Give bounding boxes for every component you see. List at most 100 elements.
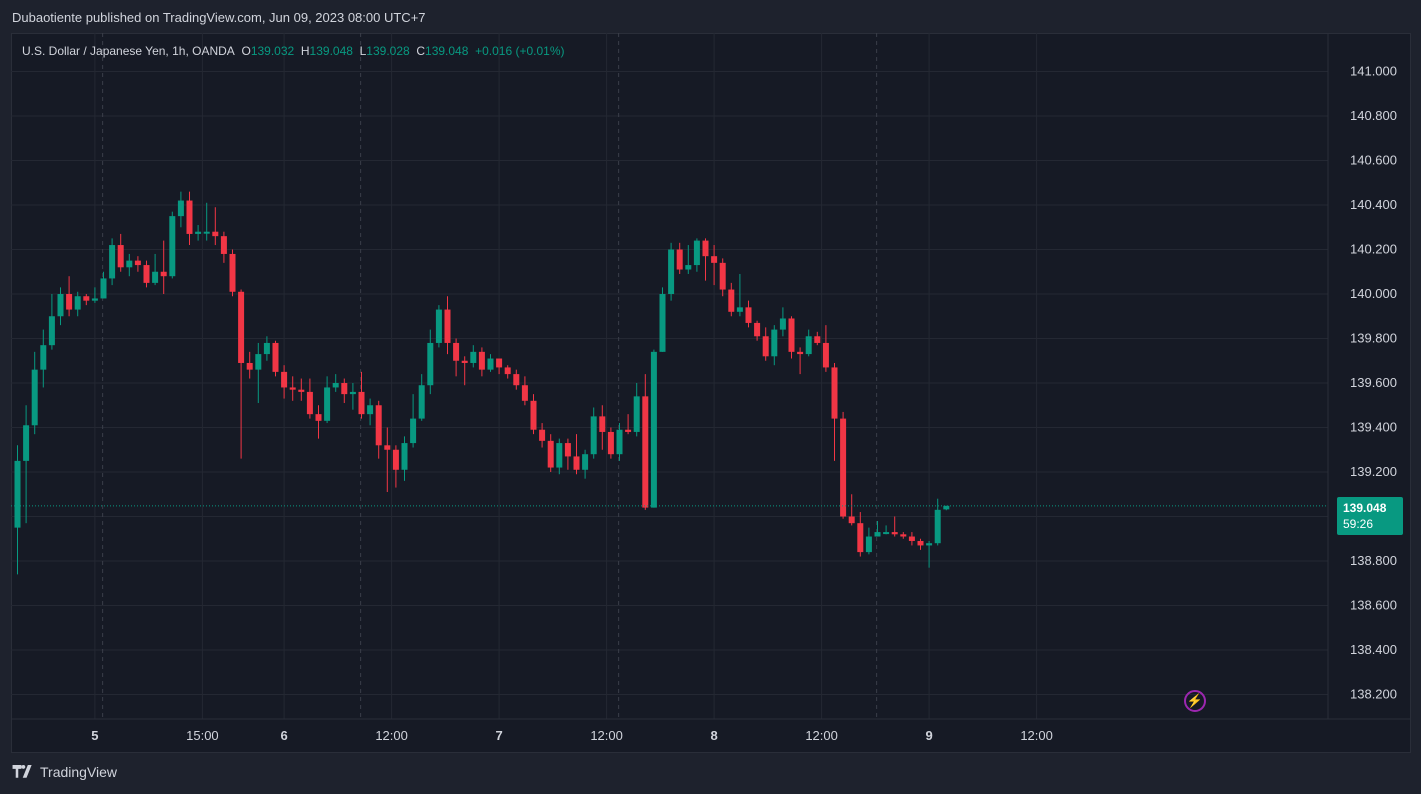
- candle-body: [91, 298, 98, 301]
- time-tick-label: 15:00: [186, 728, 219, 743]
- candle-body: [384, 445, 391, 450]
- chart-frame[interactable]: [11, 33, 1411, 753]
- price-tick-label: 138.200: [1350, 687, 1397, 702]
- candle-body: [100, 278, 107, 299]
- candle-body: [840, 418, 847, 517]
- candle-body: [134, 260, 141, 266]
- price-tick-label: 139.600: [1350, 375, 1397, 390]
- candle-body: [392, 449, 399, 470]
- candle-body: [831, 367, 838, 419]
- candle-body: [281, 371, 288, 388]
- time-tick-label: 6: [280, 728, 287, 743]
- tradingview-logo-icon: [12, 765, 32, 778]
- candle-body: [186, 200, 193, 234]
- legend-low-label: L: [359, 44, 367, 58]
- candle-body: [668, 249, 675, 294]
- candle-body: [616, 429, 623, 455]
- candle-body: [143, 265, 150, 283]
- candle-body: [676, 249, 683, 270]
- candle-body: [315, 414, 322, 421]
- candle-body: [900, 534, 907, 537]
- candle-body: [642, 396, 649, 508]
- candle-body: [926, 543, 933, 546]
- candle-body: [556, 443, 563, 468]
- candle-body: [289, 387, 296, 390]
- legend-high-value: 139.048: [309, 44, 353, 58]
- candle-body: [375, 405, 382, 446]
- grid: [11, 33, 1328, 719]
- last-price-badge: 139.048 59:26: [1337, 497, 1403, 535]
- candle-body: [771, 329, 778, 357]
- candle-body: [805, 336, 812, 355]
- price-tick-label: 140.400: [1350, 197, 1397, 212]
- legend-close-value: 139.048: [425, 44, 469, 58]
- candle-body: [702, 240, 709, 257]
- candle-body: [401, 443, 408, 470]
- candle-body: [57, 294, 64, 317]
- candle-body: [754, 322, 761, 337]
- footer-brand[interactable]: TradingView: [12, 764, 117, 780]
- flash-icon[interactable]: ⚡: [1184, 690, 1206, 712]
- candles: [14, 191, 950, 575]
- candle-body: [650, 351, 657, 508]
- candle-body: [788, 318, 795, 352]
- candle-body: [582, 454, 589, 470]
- candle-body: [728, 289, 735, 312]
- candle-body: [547, 440, 554, 468]
- candle-body: [453, 342, 460, 361]
- legend-high-label: H: [300, 44, 310, 58]
- price-tick-label: 140.600: [1350, 153, 1397, 168]
- price-tick-label: 140.800: [1350, 108, 1397, 123]
- candle-body: [711, 256, 718, 263]
- time-tick-label: 12:00: [1020, 728, 1053, 743]
- candle-body: [83, 296, 90, 301]
- candle-body: [177, 200, 184, 217]
- candle-body: [324, 387, 331, 421]
- time-tick-label: 12:00: [590, 728, 623, 743]
- candle-body: [521, 385, 528, 401]
- candle-body: [762, 336, 769, 357]
- candle-body: [504, 367, 511, 375]
- candle-body: [66, 294, 73, 310]
- publisher-bar: Dubaotiente published on TradingView.com…: [0, 0, 1421, 36]
- price-tick-label: 141.000: [1350, 64, 1397, 79]
- candle-body: [40, 345, 47, 370]
- candle-body: [212, 231, 219, 237]
- publisher-line: Dubaotiente published on TradingView.com…: [12, 10, 426, 25]
- price-tick-label: 140.000: [1350, 286, 1397, 301]
- candle-body: [246, 362, 253, 370]
- candle-body: [306, 391, 313, 415]
- candle-body: [573, 456, 580, 470]
- brand-name: TradingView: [40, 764, 118, 780]
- candle-body: [883, 532, 890, 535]
- legend-close-label: C: [416, 44, 426, 58]
- candle-body: [693, 240, 700, 266]
- candle-body: [169, 216, 176, 277]
- candle-body: [633, 396, 640, 432]
- candle-body: [599, 416, 606, 432]
- candle-body: [478, 351, 485, 370]
- price-tick-label: 138.400: [1350, 642, 1397, 657]
- candle-body: [496, 358, 503, 368]
- legend-low-value: 139.028: [366, 44, 410, 58]
- time-tick-label: 9: [925, 728, 932, 743]
- candle-body: [435, 309, 442, 343]
- candle-body: [74, 296, 81, 310]
- candle-body: [126, 260, 133, 268]
- candle-body: [332, 383, 339, 388]
- candle-body: [487, 358, 494, 370]
- candle-body: [625, 429, 632, 432]
- candle-body: [797, 351, 804, 355]
- candle-body: [934, 509, 941, 544]
- legend-open-label: O: [241, 44, 251, 58]
- candle-body: [530, 400, 537, 430]
- candle-body: [203, 231, 210, 234]
- candle-body: [736, 307, 743, 312]
- candle-body: [814, 336, 821, 343]
- candle-body: [229, 253, 236, 292]
- candle-body: [427, 342, 434, 386]
- candle-body: [152, 271, 159, 283]
- time-axis[interactable]: 5 15:00 6 12:00 7 12:00 8 12:00 9 12:00: [91, 728, 1053, 743]
- price-axis[interactable]: 138.200138.400138.600138.800139.000139.2…: [1350, 64, 1397, 702]
